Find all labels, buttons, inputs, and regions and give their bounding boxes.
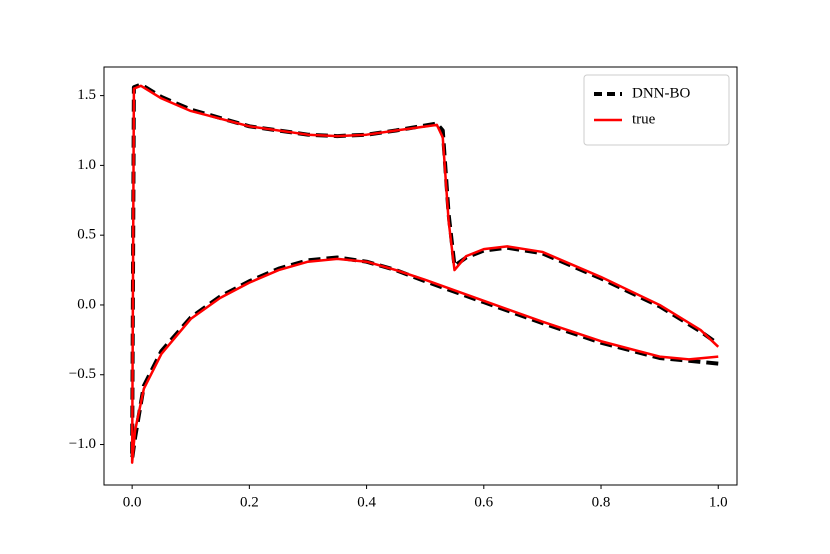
y-tick-label: 1.0	[77, 157, 96, 173]
series-line	[130, 82, 720, 461]
series-line	[130, 84, 720, 464]
x-tick-label: 0.6	[474, 494, 493, 510]
x-tick-label: 0.8	[592, 494, 611, 510]
x-tick-label: 0.4	[357, 494, 376, 510]
y-tick-label: −1.0	[69, 436, 96, 452]
legend-label: DNN-BO	[632, 85, 690, 101]
x-tick-label: 0.0	[123, 494, 142, 510]
y-tick-label: −0.5	[69, 366, 96, 382]
y-tick-label: 1.5	[77, 87, 96, 103]
legend-label: true	[632, 111, 656, 127]
y-tick-label: 0.0	[77, 296, 96, 312]
x-tick-label: 0.2	[240, 494, 259, 510]
plot-frame	[103, 66, 738, 486]
y-tick-label: 0.5	[77, 227, 96, 243]
x-tick-label: 1.0	[709, 494, 728, 510]
